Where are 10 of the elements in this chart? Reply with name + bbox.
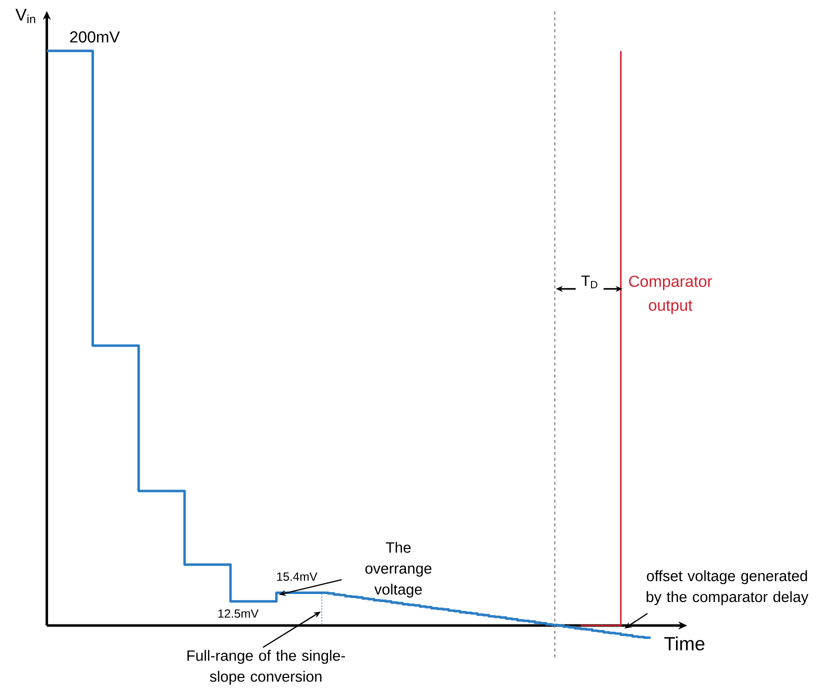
- x-axis-title: Time: [664, 636, 704, 650]
- annotation: The overrange voltage: [365, 542, 432, 598]
- text: Full-range of the single-slope conversion: [187, 650, 345, 685]
- annotation: T$_{D}$: [581, 276, 598, 288]
- annotation: 15.4mV: [277, 572, 318, 581]
- series-label: Comparator output: [629, 276, 712, 314]
- y-axis-title: V$_{in}$: [15, 8, 36, 24]
- annotation: 12.5mV: [218, 609, 259, 618]
- annotation: offset voltage generated by the comparator delay: [646, 570, 808, 605]
- text: 200mV: [70, 31, 120, 42]
